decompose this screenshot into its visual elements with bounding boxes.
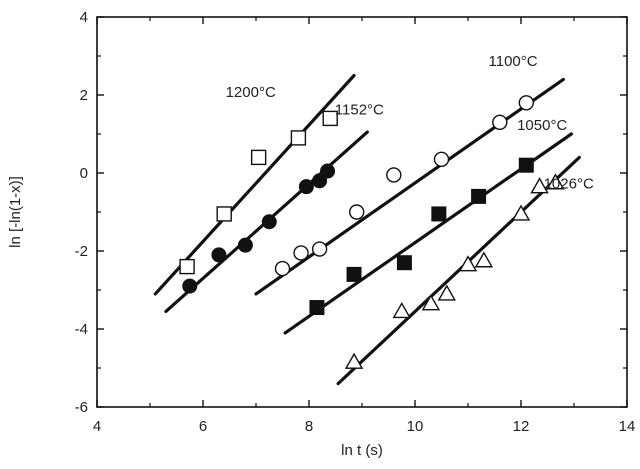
data-point-1152	[312, 173, 328, 189]
x-tick-label: 8	[305, 418, 313, 435]
data-point-1200	[179, 258, 195, 275]
data-point-1200	[250, 149, 267, 166]
data-point-1100	[274, 260, 291, 277]
data-markers	[179, 95, 565, 369]
data-point-1050	[309, 300, 325, 316]
series-label-1050: 1050°C	[517, 117, 567, 134]
y-tick-label: -6	[75, 399, 88, 416]
data-point-1050	[471, 188, 487, 204]
data-point-1050	[346, 266, 362, 282]
y-tick-label: -2	[75, 243, 88, 260]
fit-line-1100	[254, 77, 566, 296]
y-axis-title: ln [-ln(1-x)]	[7, 176, 24, 248]
data-point-1152	[182, 278, 198, 294]
data-point-1152	[211, 247, 227, 263]
y-tick-label: -4	[75, 321, 88, 338]
data-point-1026	[530, 177, 549, 194]
series-label-1100: 1100°C	[489, 53, 538, 70]
data-point-1026	[474, 251, 494, 268]
fit-line-1026	[336, 155, 581, 386]
data-point-1152	[261, 214, 277, 230]
data-point-1050	[396, 255, 412, 271]
series-label-1026: 1026°C	[544, 176, 594, 193]
x-tick-label: 12	[513, 418, 530, 435]
data-point-1100	[293, 245, 309, 261]
data-point-1152	[237, 237, 253, 253]
x-tick-label: 14	[619, 418, 636, 435]
data-point-1050	[431, 206, 447, 222]
axis-ticks	[96, 16, 628, 408]
y-tick-label: 4	[80, 9, 88, 26]
x-tick-label: 6	[199, 418, 207, 435]
data-point-1026	[421, 294, 441, 311]
data-point-1100	[492, 114, 508, 131]
tick-labels: 4 6 8 10 12 14 -6 -4 -2 0 2 4	[75, 9, 636, 435]
data-point-1100	[386, 167, 402, 183]
data-point-1026	[437, 284, 457, 301]
series-label-1200: 1200°C	[226, 84, 276, 101]
data-point-1100	[518, 95, 534, 111]
data-point-1200	[216, 206, 232, 222]
x-axis-title: ln t (s)	[341, 442, 383, 459]
data-point-1100	[433, 151, 450, 168]
data-point-1026	[546, 173, 565, 190]
data-point-1026	[458, 255, 478, 272]
fit-line-1200	[153, 73, 356, 296]
data-point-1152	[320, 163, 336, 179]
series-label-1152: 1152°C	[335, 102, 384, 119]
data-point-1100	[349, 204, 365, 220]
data-point-1152	[298, 179, 314, 195]
data-point-1026	[392, 302, 411, 319]
fit-lines	[153, 73, 581, 386]
data-point-1026	[511, 204, 531, 221]
x-tick-label: 4	[93, 418, 101, 435]
data-point-1200	[290, 130, 307, 146]
y-tick-label: 0	[80, 165, 88, 182]
data-point-1200	[322, 110, 338, 127]
data-point-1050	[518, 157, 534, 173]
series-labels: 1200°C 1152°C 1100°C 1050°C 1026°C	[226, 53, 594, 193]
data-point-1100	[311, 241, 328, 257]
y-tick-label: 2	[80, 87, 88, 104]
data-point-1026	[344, 352, 364, 369]
x-tick-label: 10	[407, 418, 424, 435]
